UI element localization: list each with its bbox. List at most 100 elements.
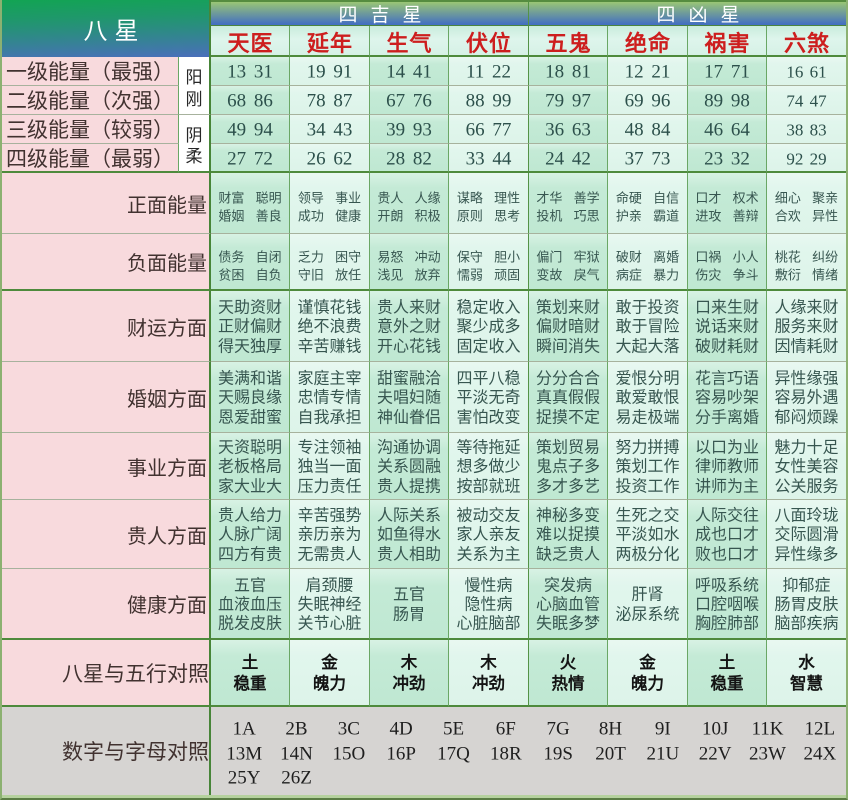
cell-tianyi-positive: 财富 聪明 婚姻 善良 <box>211 173 290 234</box>
cell-line: 分手离婚 <box>694 409 759 427</box>
cell-text: 慢性病 隐性病 心脏脑部 <box>456 576 520 634</box>
cell-fuwei-marriage: 四平八稳 平淡无奇 害怕改变 <box>449 362 529 433</box>
cell-text: 被动交友 家人亲友关系为主 <box>456 507 520 565</box>
cell-liusha-benefactor: 八面玲珑 交际圆滑 异性缘多 <box>767 500 846 569</box>
cell-fuwei-wealth: 稳定收入 聚少成多 固定收入 <box>449 291 529 362</box>
cell-line: 败也口才 <box>694 546 759 564</box>
cell-text: 家庭主宰 忠情专情 自我承担 <box>297 370 361 428</box>
letter-item: 18R <box>489 743 522 765</box>
letter-item: 25Y <box>227 767 261 789</box>
number-pair: 46 64 <box>704 119 750 141</box>
polarity-yang: 阳刚 <box>179 57 211 115</box>
element-line: 金 <box>321 653 338 672</box>
cell-line: 关节心脏 <box>297 615 362 633</box>
corner-title: 八星 <box>83 19 146 45</box>
letter-item: 20T <box>595 743 626 765</box>
cell-text: 人际交往 成也口才 败也口才 <box>695 507 759 565</box>
cell-line: 策划来财 <box>535 299 600 317</box>
cell-line: 真真假假 <box>535 389 600 407</box>
numbers-cell-fuwei-level2: 88 99 <box>449 86 529 115</box>
cell-line: 偏财暗财 <box>535 318 600 336</box>
element-text: 火热情 <box>552 653 585 694</box>
cell-line: 胸腔肺部 <box>694 615 759 633</box>
numbers-cell-jueming-level2: 69 96 <box>608 86 688 115</box>
cell-line: 失眠神经 <box>297 596 362 614</box>
cell-line: 家人亲友 <box>456 526 521 544</box>
cell-line: 自我承担 <box>297 409 362 427</box>
element-text: 土稳重 <box>234 653 267 694</box>
cell-line: 害怕改变 <box>456 409 521 427</box>
cell-shengqi-positive: 贵人 人缘 开朗 积极 <box>370 173 449 234</box>
cell-line: 脱发皮肤 <box>217 615 282 633</box>
cell-text: 人缘来财 服务来财 因情耗财 <box>774 299 838 357</box>
cell-line: 瞬间消失 <box>535 338 600 356</box>
star-header-wugui: 五鬼 <box>529 26 608 57</box>
cell-line: 命硬 自信 <box>615 190 680 206</box>
cell-line: 努力拼搏 <box>615 439 680 457</box>
cell-line: 正财偏财 <box>217 318 282 336</box>
row-label-text: 财运方面 <box>127 317 207 340</box>
cell-line: 捉摸不定 <box>535 409 600 427</box>
cell-line: 守旧 放任 <box>297 267 362 282</box>
cell-huohai-career: 以口为业 律师教师 讲师为主 <box>688 433 767 500</box>
cell-text: 五官 血液血压 脱发皮肤 <box>218 576 282 634</box>
numbers-cell-liusha-level3: 38 83 <box>767 115 846 144</box>
cell-text: 肝肾 泌尿系统 <box>615 586 679 625</box>
cell-line: 敢于冒险 <box>615 318 680 336</box>
cell-line: 变故 戾气 <box>536 267 600 282</box>
cell-text: 稳定收入 聚少成多 固定收入 <box>456 299 520 357</box>
numbers-cell-shengqi-level2: 67 76 <box>370 86 449 115</box>
cell-line: 破财耗财 <box>694 338 759 356</box>
cell-line: 两极分化 <box>615 546 680 564</box>
cell-line: 神仙眷侣 <box>376 409 441 427</box>
row-label-element: 八星与五行对照 <box>2 640 211 707</box>
letter-item: 1A <box>232 718 256 740</box>
cell-line: 因情耗财 <box>774 338 839 356</box>
cell-fuwei-element: 木冲劲 <box>449 640 529 707</box>
cell-yannian-wealth: 谨慎花钱 绝不浪费 辛苦赚钱 <box>290 291 370 362</box>
letter-item: 16P <box>386 743 416 765</box>
cell-text: 财富 聪明 婚姻 善良 <box>218 190 281 226</box>
cell-line: 乏力 困守 <box>297 249 362 264</box>
cell-line: 贵人相助 <box>376 546 441 564</box>
cell-text: 破财 离婚 病症 暴力 <box>616 248 679 284</box>
cell-line: 婚姻 善良 <box>218 208 282 224</box>
cell-line: 分分合合 <box>535 370 600 388</box>
element-text: 金魄力 <box>631 653 664 694</box>
cell-tianyi-element: 土稳重 <box>211 640 290 707</box>
cell-fuwei-positive: 谋略 理性 原则 思考 <box>449 173 529 234</box>
cell-line: 口祸 小人 <box>695 249 759 264</box>
cell-line: 肩颈腰 <box>305 577 354 595</box>
cell-line: 辛苦强势 <box>297 507 362 525</box>
cell-line: 领导 事业 <box>297 190 362 206</box>
number-pair: 28 82 <box>386 148 432 169</box>
cell-line: 沟通协调 <box>376 439 441 457</box>
cell-line: 甜蜜融洽 <box>376 370 441 388</box>
numbers-cell-wugui-level4: 24 42 <box>529 144 608 173</box>
cell-line: 独当一面 <box>297 458 362 476</box>
cell-line: 桃花 纠纷 <box>774 249 839 264</box>
cell-line: 关系圆融 <box>376 458 441 476</box>
star-header-shengqi: 生气 <box>370 26 449 57</box>
cell-text: 专注领袖 独当一面 压力责任 <box>297 439 361 497</box>
row-label-wealth: 财运方面 <box>2 291 211 362</box>
cell-liusha-career: 魅力十足 女性美容 公关服务 <box>767 433 846 500</box>
letter-item: 5E <box>442 718 465 740</box>
cell-wugui-benefactor: 神秘多变 难以捉摸 缺乏贵人 <box>529 500 608 569</box>
cell-fuwei-career: 等待拖延 想多做少 按部就班 <box>449 433 529 500</box>
cell-text: 花言巧语 容易吵架 分手离婚 <box>695 370 759 428</box>
letter-item: 9I <box>654 718 671 740</box>
cell-line: 关系为主 <box>456 546 521 564</box>
letter-item: 11K <box>751 718 784 740</box>
cell-line: 被动交友 <box>456 507 521 525</box>
cell-line: 口腔咽喉 <box>694 596 759 614</box>
letter-item: 17Q <box>437 743 470 765</box>
numbers-cell-liusha-level2: 74 47 <box>767 86 846 115</box>
cell-line: 神秘多变 <box>535 507 600 525</box>
cell-line: 开心花钱 <box>376 338 441 356</box>
cell-text: 魅力十足 女性美容 公关服务 <box>774 439 838 497</box>
numbers-cell-shengqi-level3: 39 93 <box>370 115 449 144</box>
number-pair: 33 44 <box>465 148 512 169</box>
cell-yannian-negative: 乏力 困守守旧 放任 <box>290 234 370 291</box>
